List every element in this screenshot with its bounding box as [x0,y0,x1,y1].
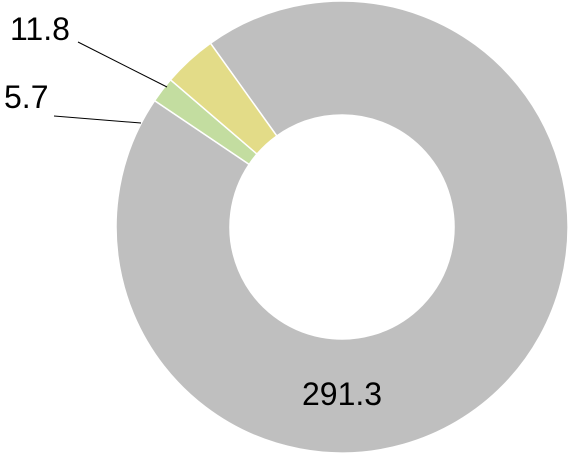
donut-slice-291-3 [115,0,569,454]
donut-slices [115,0,569,454]
donut-slice-11-8 [169,42,278,156]
leader-line-11-8 [77,41,168,88]
data-label-5-7: 5.7 [4,79,48,115]
data-label-291-3: 291.3 [302,376,382,412]
leader-line-5-7 [53,115,142,124]
data-label-11-8: 11.8 [10,11,70,47]
